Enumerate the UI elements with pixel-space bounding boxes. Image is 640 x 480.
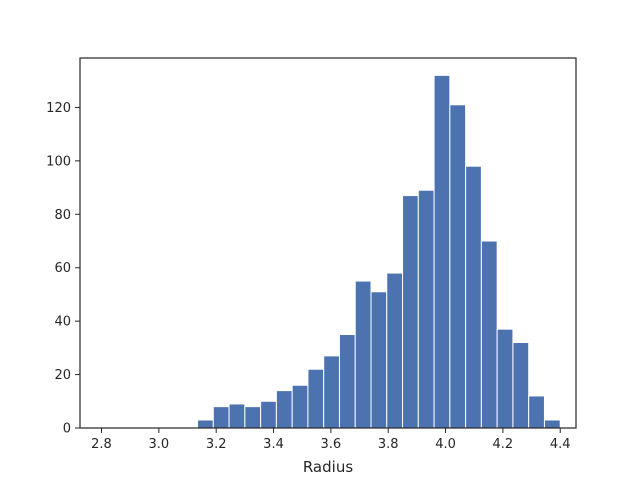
histogram-bar-10 — [260, 400, 277, 429]
histogram-bar-25 — [496, 328, 514, 429]
x-tick-label: 4.0 — [435, 437, 456, 452]
histogram-bar-27 — [528, 395, 545, 429]
y-axis-ticks: 0 20 40 60 80 100 120 — [46, 101, 80, 437]
histogram-bar-28 — [543, 419, 561, 429]
y-tick-label: 40 — [54, 315, 71, 330]
histogram-bar-6 — [197, 419, 214, 429]
histogram-bar-11 — [275, 390, 293, 429]
histogram-bar-7 — [212, 406, 230, 429]
y-tick-label: 100 — [46, 154, 71, 169]
histogram-bar-19 — [402, 195, 419, 429]
x-tick-label: 3.6 — [321, 437, 342, 452]
y-tick-label: 120 — [46, 101, 71, 116]
histogram-bars — [197, 74, 561, 429]
histogram-bar-9 — [244, 406, 262, 429]
x-axis-ticks: 2.8 3.0 3.2 3.4 3.6 3.8 4.0 4.2 4.4 — [91, 428, 571, 452]
y-tick-label: 60 — [54, 261, 71, 276]
histogram-bar-21 — [433, 74, 451, 429]
histogram-bar-26 — [512, 342, 530, 429]
histogram-bar-12 — [291, 384, 309, 429]
x-tick-label: 2.8 — [91, 437, 112, 452]
histogram-bar-16 — [354, 280, 372, 429]
x-tick-label: 3.2 — [206, 437, 227, 452]
histogram-bar-18 — [386, 272, 404, 429]
histogram-bar-17 — [370, 291, 388, 429]
histogram-bar-8 — [228, 403, 246, 429]
x-tick-label: 4.4 — [550, 437, 571, 452]
histogram-bar-15 — [338, 333, 356, 429]
histogram-bar-22 — [449, 104, 467, 429]
x-tick-label: 4.2 — [493, 437, 514, 452]
y-tick-label: 0 — [63, 422, 71, 437]
x-tick-label: 3.4 — [263, 437, 284, 452]
x-tick-label: 3.8 — [378, 437, 399, 452]
histogram-bar-14 — [323, 355, 340, 429]
histogram-bar-20 — [417, 189, 435, 429]
plot-frame — [79, 57, 577, 429]
x-tick-label: 3.0 — [149, 437, 170, 452]
x-axis-label: Radius — [303, 458, 353, 476]
histogram-bar-23 — [465, 165, 482, 429]
histogram-bar-13 — [307, 368, 325, 429]
y-tick-label: 80 — [54, 208, 71, 223]
histogram-bar-24 — [480, 240, 498, 429]
y-tick-label: 20 — [54, 368, 71, 383]
